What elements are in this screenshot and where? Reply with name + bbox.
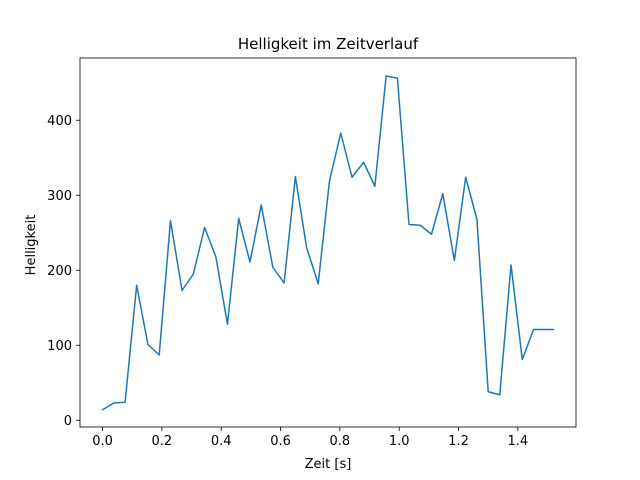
- y-axis-label: Helligkeit: [24, 215, 39, 276]
- x-tick-label: 1.4: [508, 434, 529, 449]
- y-tick-label: 100: [47, 339, 72, 354]
- plot-area: [79, 57, 577, 428]
- x-tick-label: 0.6: [270, 434, 291, 449]
- axes-frame: [79, 57, 577, 428]
- series-line-0: [101, 75, 555, 411]
- y-tick-label: 200: [47, 264, 72, 279]
- y-tick-label: 0: [64, 414, 72, 429]
- x-tick-label: 0.8: [330, 434, 351, 449]
- chart-title: Helligkeit im Zeitverlauf: [238, 35, 419, 53]
- y-axis: 0 100 200 300 400: [47, 114, 80, 429]
- x-tick-label: 1.2: [448, 434, 469, 449]
- x-axis-label: Zeit [s]: [305, 457, 352, 472]
- x-tick-label: 0.2: [152, 434, 173, 449]
- x-tick-label: 0.0: [92, 434, 113, 449]
- y-tick-label: 300: [47, 189, 72, 204]
- y-tick-label: 400: [47, 114, 72, 129]
- x-tick-label: 0.4: [211, 434, 232, 449]
- x-axis: 0.0 0.2 0.4 0.6 0.8 1.0 1.2 1.4: [92, 427, 528, 449]
- x-tick-label: 1.0: [389, 434, 410, 449]
